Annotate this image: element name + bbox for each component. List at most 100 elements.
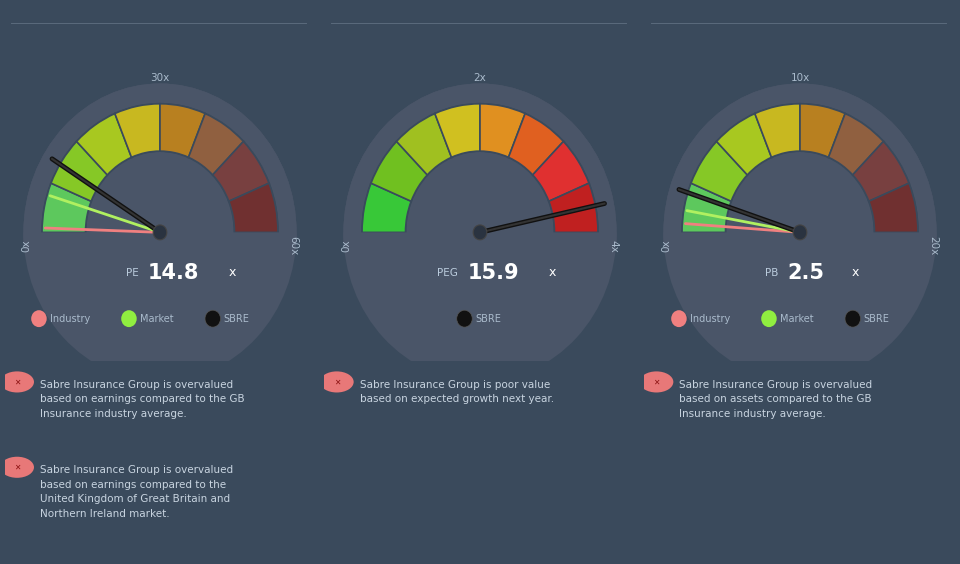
Wedge shape xyxy=(716,113,772,175)
Text: ✕: ✕ xyxy=(333,377,340,386)
Wedge shape xyxy=(533,142,589,201)
Wedge shape xyxy=(228,183,278,232)
Text: 0x: 0x xyxy=(661,240,672,252)
Text: Market: Market xyxy=(780,314,813,324)
Wedge shape xyxy=(160,104,205,157)
Wedge shape xyxy=(755,104,800,157)
Text: SBRE: SBRE xyxy=(475,314,501,324)
Wedge shape xyxy=(371,142,427,201)
Wedge shape xyxy=(228,183,278,232)
Text: 60x: 60x xyxy=(288,236,299,255)
Wedge shape xyxy=(869,183,918,232)
Text: x: x xyxy=(548,266,556,280)
Text: 20x: 20x xyxy=(928,236,939,255)
Wedge shape xyxy=(42,183,91,232)
Wedge shape xyxy=(396,113,451,175)
Wedge shape xyxy=(115,104,160,157)
Wedge shape xyxy=(160,104,205,157)
Text: 15.9: 15.9 xyxy=(468,263,519,283)
Wedge shape xyxy=(828,113,883,175)
Wedge shape xyxy=(852,142,909,201)
Circle shape xyxy=(87,153,233,312)
Wedge shape xyxy=(480,104,525,157)
Wedge shape xyxy=(115,104,160,157)
Wedge shape xyxy=(344,232,616,381)
Circle shape xyxy=(23,83,297,381)
Wedge shape xyxy=(828,113,883,175)
Wedge shape xyxy=(800,104,845,157)
Circle shape xyxy=(761,310,777,327)
Text: 0x: 0x xyxy=(342,240,351,252)
Circle shape xyxy=(671,310,686,327)
Circle shape xyxy=(845,310,860,327)
Text: PEG: PEG xyxy=(438,268,458,278)
Circle shape xyxy=(344,83,616,381)
Wedge shape xyxy=(682,183,732,232)
Text: SBRE: SBRE xyxy=(224,314,250,324)
Circle shape xyxy=(320,372,353,393)
Text: Industry: Industry xyxy=(50,314,90,324)
Wedge shape xyxy=(682,183,732,232)
Wedge shape xyxy=(691,142,747,201)
Circle shape xyxy=(0,372,34,393)
Bar xyxy=(8,243,312,398)
Text: Sabre Insurance Group is overvalued
based on assets compared to the GB
Insurance: Sabre Insurance Group is overvalued base… xyxy=(680,380,873,419)
Wedge shape xyxy=(362,183,411,232)
Text: x: x xyxy=(852,266,858,280)
Wedge shape xyxy=(549,183,598,232)
Text: x: x xyxy=(228,266,235,280)
Wedge shape xyxy=(800,104,845,157)
Wedge shape xyxy=(435,104,480,157)
Text: ✕: ✕ xyxy=(13,463,20,472)
Wedge shape xyxy=(549,183,598,232)
Circle shape xyxy=(793,225,806,240)
Wedge shape xyxy=(23,232,297,381)
Text: Sabre Insurance Group is poor value
based on expected growth next year.: Sabre Insurance Group is poor value base… xyxy=(360,380,554,404)
Text: 4x: 4x xyxy=(609,240,618,252)
Circle shape xyxy=(639,372,673,393)
Circle shape xyxy=(663,83,937,381)
Circle shape xyxy=(663,83,937,381)
Bar xyxy=(648,243,952,398)
Text: ✕: ✕ xyxy=(653,377,660,386)
Circle shape xyxy=(407,153,553,312)
Text: PE: PE xyxy=(126,268,138,278)
Wedge shape xyxy=(509,113,564,175)
Wedge shape xyxy=(396,113,451,175)
Circle shape xyxy=(31,310,47,327)
Wedge shape xyxy=(213,142,269,201)
Text: Industry: Industry xyxy=(690,314,730,324)
Text: Sabre Insurance Group is overvalued
based on earnings compared to the
United Kin: Sabre Insurance Group is overvalued base… xyxy=(40,465,233,518)
Circle shape xyxy=(23,83,297,381)
Circle shape xyxy=(121,310,136,327)
Wedge shape xyxy=(716,113,772,175)
Wedge shape xyxy=(188,113,244,175)
Text: 2.5: 2.5 xyxy=(787,263,825,283)
Circle shape xyxy=(473,225,487,240)
Wedge shape xyxy=(533,142,589,201)
Wedge shape xyxy=(77,113,132,175)
Circle shape xyxy=(727,153,873,312)
Text: Market: Market xyxy=(140,314,174,324)
Text: Sabre Insurance Group is overvalued
based on earnings compared to the GB
Insuran: Sabre Insurance Group is overvalued base… xyxy=(40,380,245,419)
Wedge shape xyxy=(480,104,525,157)
Wedge shape xyxy=(509,113,564,175)
Wedge shape xyxy=(435,104,480,157)
Wedge shape xyxy=(755,104,800,157)
Bar xyxy=(328,243,632,398)
Wedge shape xyxy=(42,183,91,232)
Circle shape xyxy=(344,83,616,381)
Circle shape xyxy=(0,457,34,478)
Wedge shape xyxy=(691,142,747,201)
Wedge shape xyxy=(77,113,132,175)
Text: PB: PB xyxy=(765,268,779,278)
Circle shape xyxy=(154,225,167,240)
Wedge shape xyxy=(371,142,427,201)
Wedge shape xyxy=(663,232,937,381)
Text: ✕: ✕ xyxy=(13,377,20,386)
Wedge shape xyxy=(362,183,411,232)
Text: 30x: 30x xyxy=(151,73,170,83)
Text: SBRE: SBRE xyxy=(864,314,890,324)
Text: 10x: 10x xyxy=(790,73,809,83)
Wedge shape xyxy=(869,183,918,232)
